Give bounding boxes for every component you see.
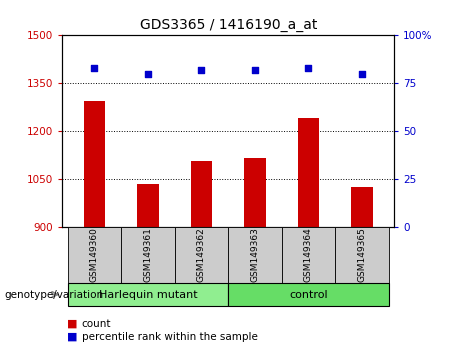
- Text: ■: ■: [67, 319, 77, 329]
- Text: GSM149361: GSM149361: [143, 227, 153, 282]
- Text: GSM149365: GSM149365: [358, 227, 366, 282]
- Point: [305, 65, 312, 71]
- Bar: [83, 101, 105, 227]
- Bar: [68, 227, 121, 283]
- Bar: [244, 158, 266, 227]
- Point: [198, 67, 205, 73]
- Bar: [191, 161, 212, 227]
- Bar: [175, 227, 228, 283]
- Bar: [298, 118, 319, 227]
- Bar: [68, 283, 228, 306]
- Bar: [121, 227, 175, 283]
- Text: GSM149364: GSM149364: [304, 228, 313, 282]
- Point: [251, 67, 259, 73]
- Bar: [228, 283, 389, 306]
- Text: control: control: [289, 290, 328, 300]
- Point: [91, 65, 98, 71]
- Text: Harlequin mutant: Harlequin mutant: [99, 290, 197, 300]
- Text: ■: ■: [67, 332, 77, 342]
- Bar: [137, 183, 159, 227]
- Bar: [351, 187, 373, 227]
- Text: GSM149363: GSM149363: [250, 227, 260, 282]
- Text: genotype/variation: genotype/variation: [5, 290, 104, 299]
- Point: [358, 71, 366, 76]
- Point: [144, 71, 152, 76]
- Bar: [228, 227, 282, 283]
- Text: GSM149360: GSM149360: [90, 227, 99, 282]
- Bar: [335, 227, 389, 283]
- Title: GDS3365 / 1416190_a_at: GDS3365 / 1416190_a_at: [140, 18, 317, 32]
- Text: count: count: [82, 319, 111, 329]
- Bar: [282, 227, 335, 283]
- Text: percentile rank within the sample: percentile rank within the sample: [82, 332, 258, 342]
- Text: GSM149362: GSM149362: [197, 228, 206, 282]
